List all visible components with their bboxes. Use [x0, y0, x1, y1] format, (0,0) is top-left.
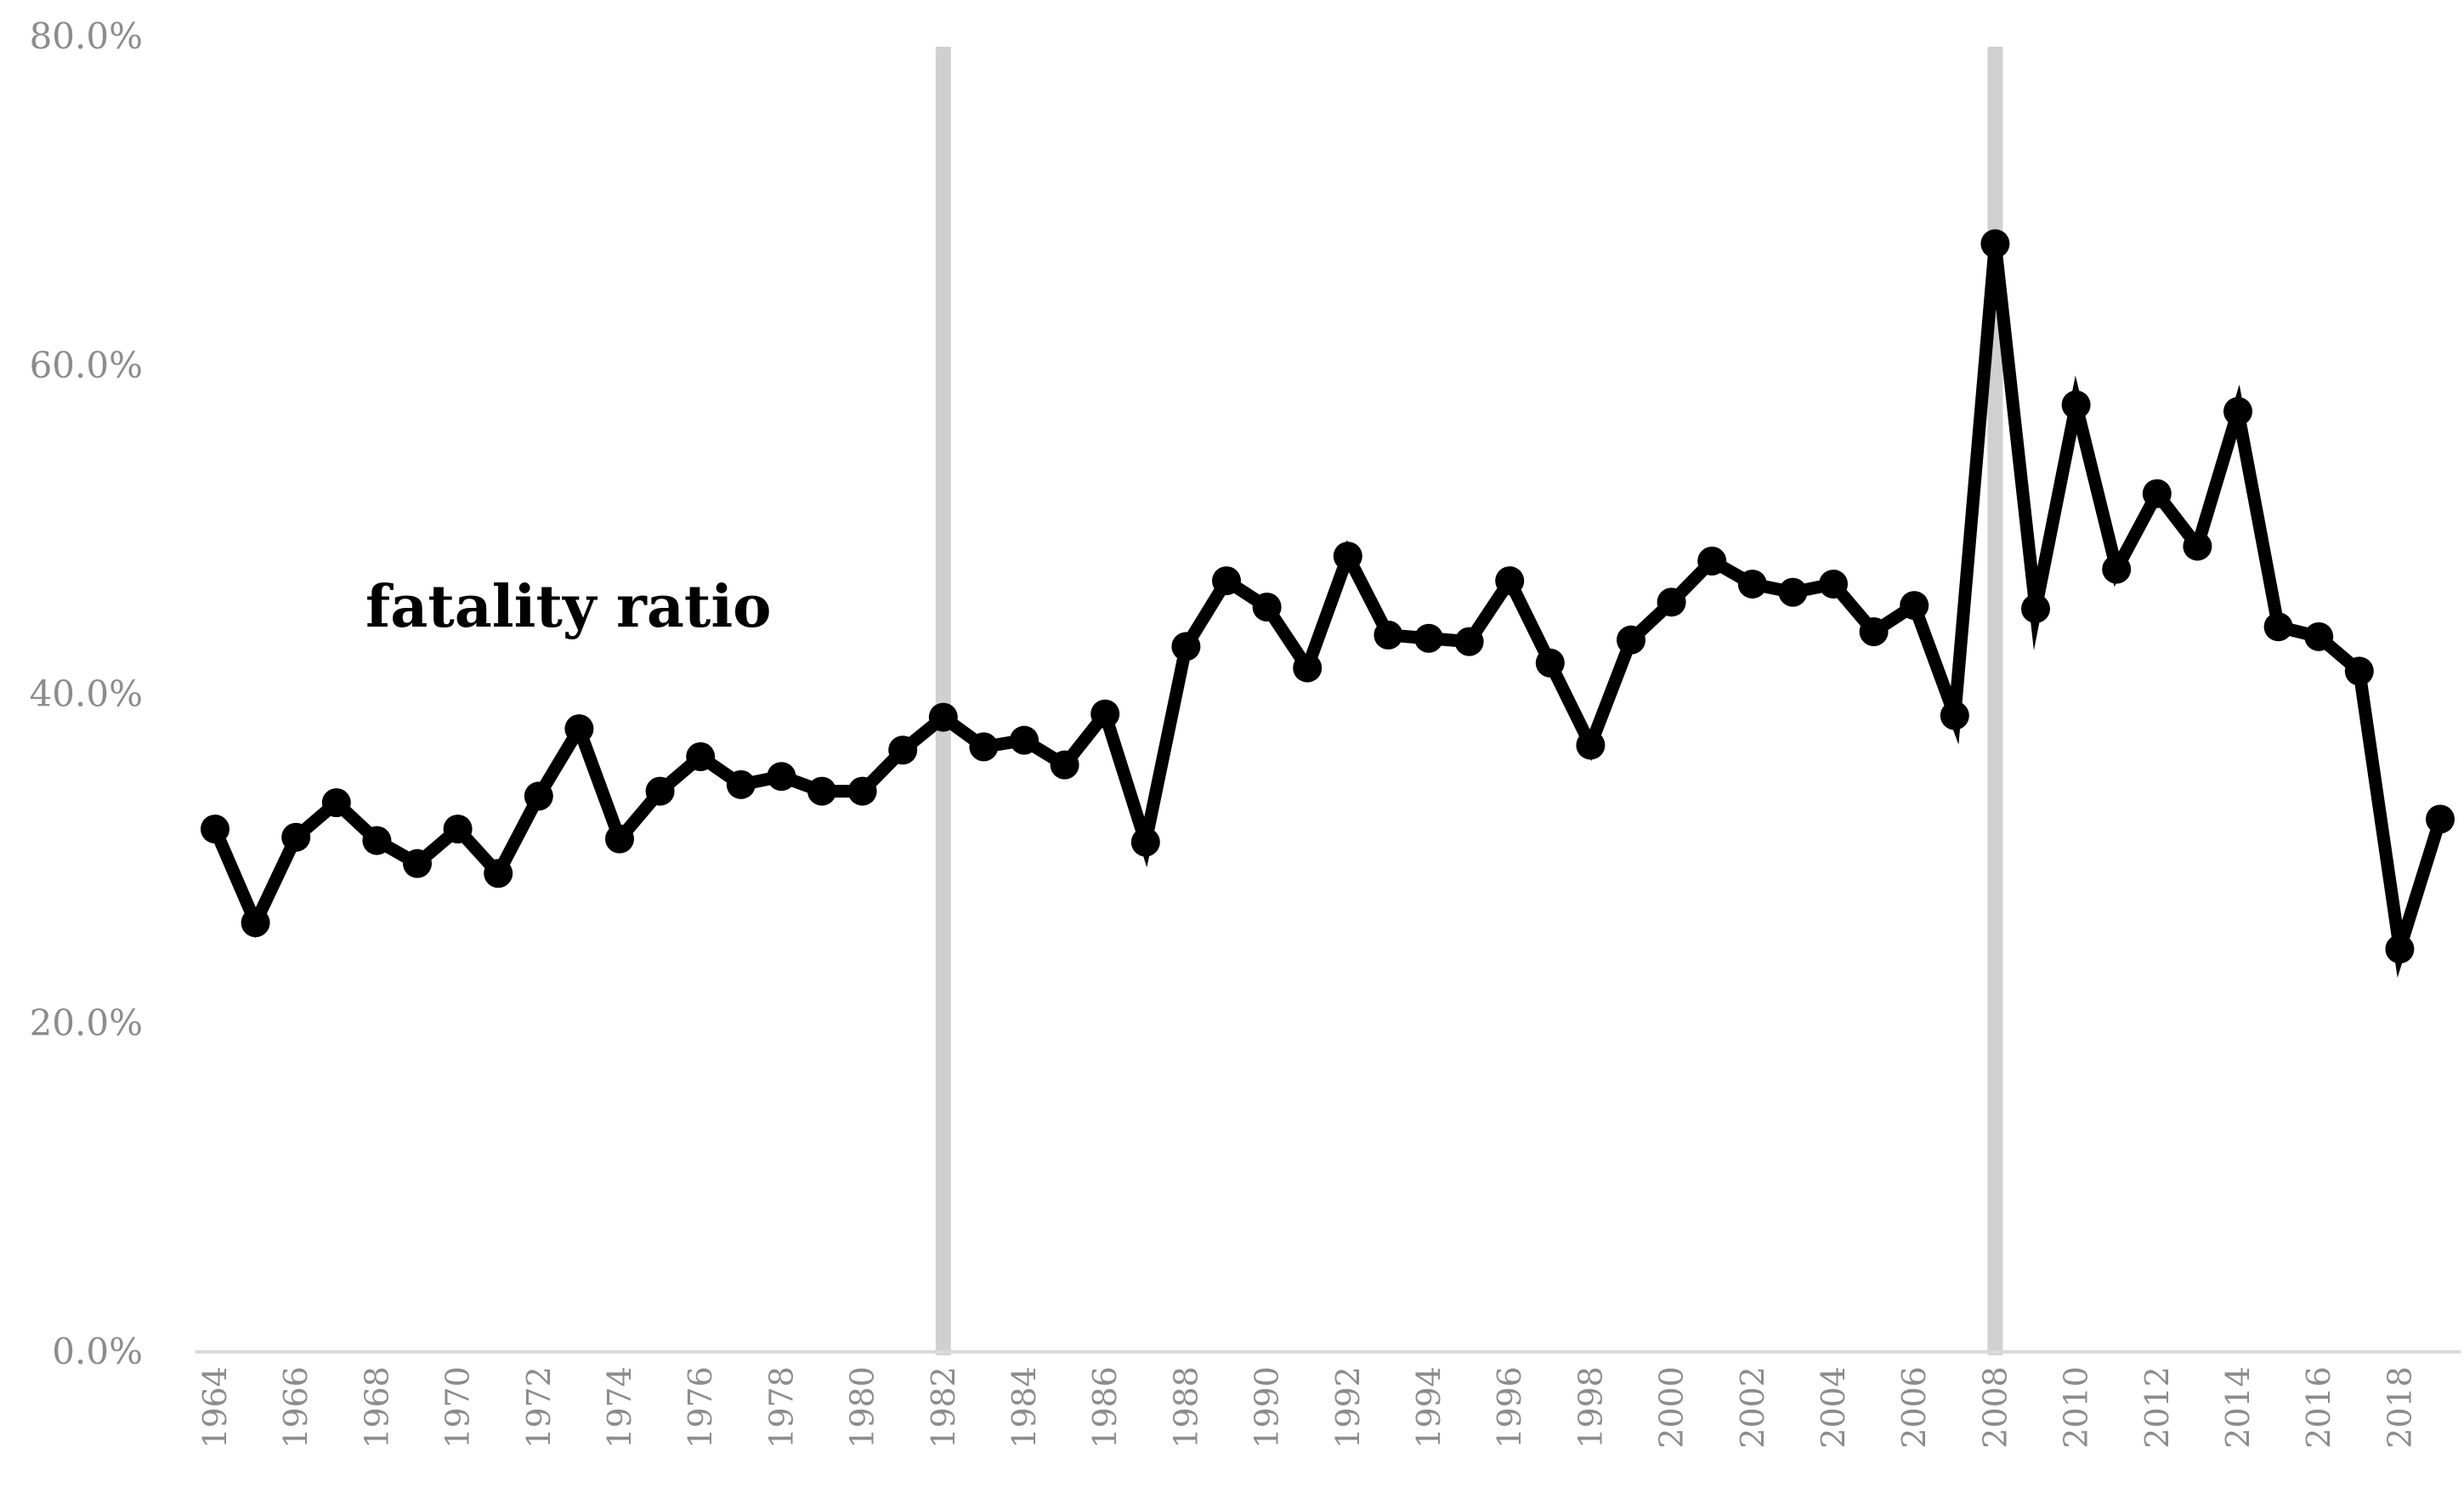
- x-tick-label: 1986: [1086, 1366, 1124, 1449]
- data-point: [1778, 577, 1808, 607]
- x-tick-label: 1982: [925, 1366, 962, 1449]
- label-layer: fatality ratio: [365, 573, 772, 641]
- x-tick-label: 1972: [520, 1366, 558, 1449]
- x-tick-label: 2016: [2300, 1366, 2337, 1449]
- x-tick-label: 1978: [762, 1366, 800, 1449]
- data-point: [443, 815, 473, 844]
- data-point: [2304, 622, 2334, 651]
- y-tick-label: 60.0%: [30, 344, 143, 386]
- data-point: [1535, 648, 1565, 678]
- data-point: [403, 849, 432, 878]
- x-tick-label: 1992: [1329, 1366, 1367, 1449]
- x-tick-label: 2008: [1976, 1366, 2014, 1449]
- data-point: [1900, 591, 1929, 621]
- data-point: [1130, 827, 1160, 857]
- x-tick-label: 1964: [196, 1366, 234, 1449]
- data-point: [686, 741, 716, 771]
- data-point: [2102, 554, 2132, 584]
- x-tick-label: 1990: [1249, 1366, 1286, 1449]
- x-tick-label: 2010: [2058, 1366, 2095, 1449]
- data-point: [1980, 229, 2010, 258]
- data-point: [767, 762, 796, 792]
- data-point: [2344, 656, 2374, 686]
- data-point: [1859, 617, 1889, 647]
- data-point: [2142, 479, 2172, 508]
- x-tick-label: 2012: [2138, 1366, 2176, 1449]
- data-point: [1171, 632, 1201, 661]
- data-point: [928, 702, 958, 732]
- x-tick-label: 1974: [601, 1366, 638, 1449]
- data-point: [1940, 701, 1969, 730]
- data-point: [2183, 531, 2212, 561]
- data-point: [1252, 593, 1282, 622]
- data-point: [281, 822, 311, 852]
- data-point: [726, 769, 756, 799]
- data-point: [1819, 569, 1848, 599]
- highlight-bar-1982: [935, 47, 951, 1355]
- highlight-bar-2008: [1987, 47, 2003, 1355]
- data-point: [2061, 390, 2091, 420]
- x-tick-label: 2002: [1734, 1366, 1771, 1449]
- x-tick-label: 1998: [1572, 1366, 1609, 1449]
- data-point: [1617, 625, 1645, 655]
- data-point: [605, 824, 634, 854]
- data-point: [1657, 588, 1686, 617]
- data-point: [2263, 612, 2293, 642]
- x-tick-label: 1968: [358, 1366, 395, 1449]
- data-point: [1333, 542, 1362, 571]
- data-point: [1414, 623, 1443, 653]
- data-point: [484, 859, 513, 888]
- data-point: [847, 776, 877, 806]
- data-point: [241, 908, 270, 938]
- x-tick-label: 1970: [439, 1366, 477, 1449]
- data-point: [1050, 750, 1079, 780]
- data-point: [201, 815, 229, 844]
- data-point: [1454, 627, 1484, 656]
- data-point: [1293, 653, 1323, 683]
- data-point: [564, 714, 594, 744]
- x-tick-label: 1994: [1410, 1366, 1447, 1449]
- data-point: [1212, 566, 1241, 596]
- x-tick-label: 1996: [1491, 1366, 1528, 1449]
- series-line: [209, 242, 2447, 978]
- x-tick-label: 1984: [1005, 1366, 1043, 1449]
- data-point: [1374, 620, 1403, 650]
- data-point: [807, 776, 836, 806]
- y-tick-label: 0.0%: [52, 1331, 143, 1372]
- axis-layer: 0.0% 20.0% 40.0% 60.0% 80.0% 1964 1966 1968 1970…: [30, 15, 2461, 1449]
- highlight-layer: [935, 47, 2003, 1355]
- data-point: [2021, 593, 2050, 623]
- series-label: fatality ratio: [365, 573, 772, 641]
- data-point: [524, 781, 553, 811]
- x-tick-label: 2006: [1895, 1366, 1933, 1449]
- x-tick-label: 1980: [844, 1366, 881, 1449]
- data-point: [2426, 804, 2455, 834]
- series-layer: [201, 229, 2455, 978]
- data-point: [2385, 934, 2415, 964]
- data-point: [362, 826, 392, 855]
- data-point: [969, 732, 999, 762]
- data-point: [888, 735, 918, 765]
- data-point: [1737, 569, 1767, 599]
- data-point: [1495, 566, 1525, 596]
- data-point: [321, 788, 351, 818]
- x-tick-label: 1966: [277, 1366, 314, 1449]
- data-point: [1576, 730, 1606, 760]
- x-tick-label: 1976: [682, 1366, 719, 1449]
- data-point: [1090, 699, 1120, 729]
- x-tick-label: 2014: [2219, 1366, 2257, 1449]
- y-tick-label: 80.0%: [30, 15, 143, 57]
- data-point: [1010, 725, 1039, 755]
- data-point: [645, 776, 675, 806]
- data-point: [1697, 546, 1727, 576]
- x-tick-label: 2018: [2381, 1366, 2418, 1449]
- y-tick-label: 40.0%: [30, 673, 143, 715]
- x-tick-label: 1988: [1167, 1366, 1204, 1449]
- data-point: [2223, 396, 2252, 426]
- x-tick-label: 2004: [1815, 1366, 1852, 1449]
- x-tick-label: 2000: [1653, 1366, 1691, 1449]
- y-tick-label: 20.0%: [30, 1002, 143, 1043]
